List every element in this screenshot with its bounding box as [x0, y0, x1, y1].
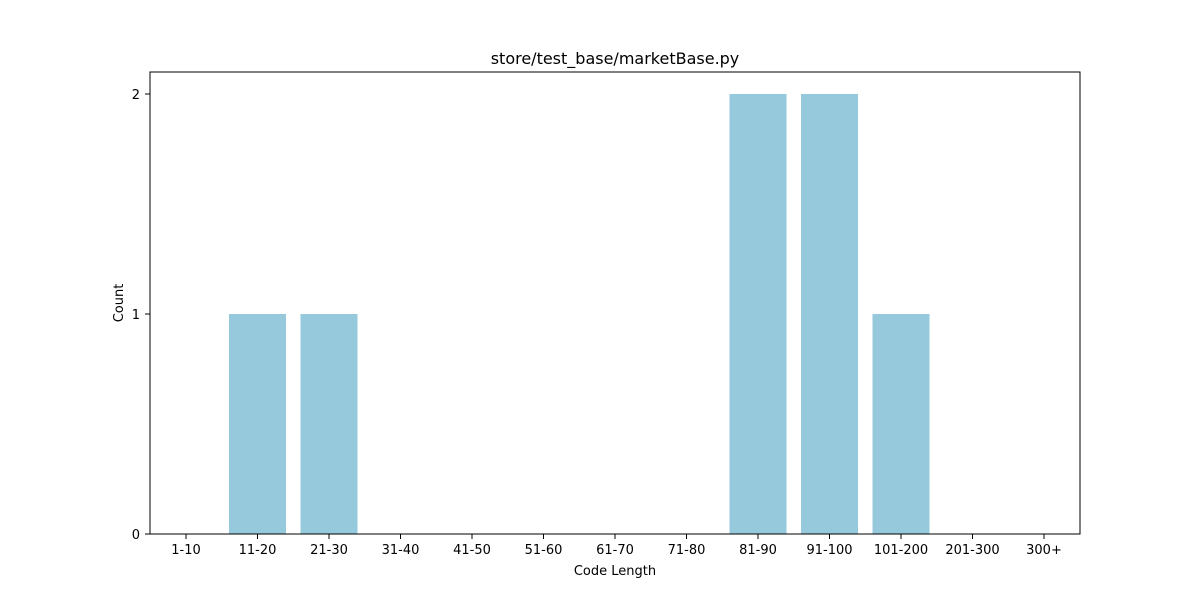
x-axis-ticks: 1-10 11-20 21-30 31-40 41-50 51-60 61-70 71-80 8…	[171, 534, 1062, 558]
bar-21-30	[300, 314, 358, 534]
x-tick-label: 31-40	[382, 543, 420, 558]
x-tick-label: 201-300	[945, 543, 999, 558]
x-tick-label: 81-90	[739, 543, 777, 558]
x-tick-label: 300+	[1026, 543, 1062, 558]
x-tick-label: 11-20	[239, 543, 277, 558]
x-axis-label: Code Length	[574, 564, 656, 579]
y-axis-label: Count	[112, 284, 127, 323]
bar-81-90	[729, 94, 787, 534]
y-axis-ticks: 0 1 2	[132, 88, 150, 543]
x-tick-label: 21-30	[310, 543, 348, 558]
x-tick-label: 51-60	[525, 543, 563, 558]
x-tick-label: 41-50	[453, 543, 491, 558]
bar-91-100	[801, 94, 858, 534]
plot-frame	[149, 71, 1081, 535]
y-tick-label: 1	[132, 308, 140, 323]
bar-101-200	[872, 314, 930, 534]
x-tick-label: 61-70	[596, 543, 634, 558]
x-tick-label: 91-100	[806, 543, 852, 558]
x-tick-label: 1-10	[171, 543, 201, 558]
bars-group	[229, 94, 930, 534]
y-tick-label: 2	[132, 88, 140, 103]
x-tick-label: 71-80	[668, 543, 706, 558]
x-tick-label: 101-200	[874, 543, 928, 558]
bar-11-20	[229, 314, 286, 534]
y-tick-label: 0	[132, 528, 140, 543]
chart-title: store/test_base/marketBase.py	[491, 49, 740, 69]
